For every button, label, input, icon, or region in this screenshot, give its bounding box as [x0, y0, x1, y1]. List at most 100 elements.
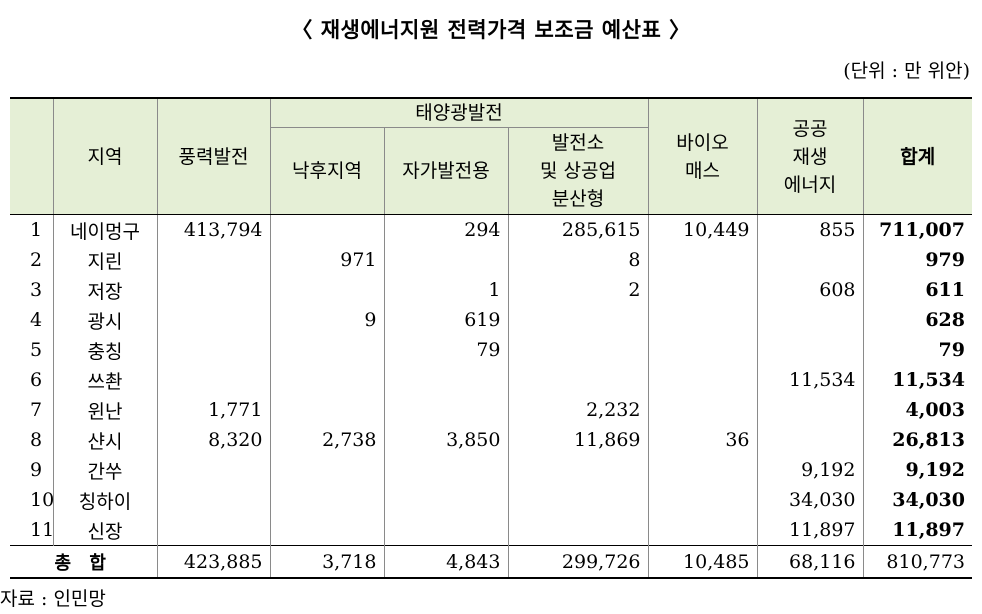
header-solar-self: 자가발전용 [383, 127, 509, 215]
row-region: 저장 [52, 275, 158, 305]
cell-solar-distributed [507, 485, 649, 515]
cell-wind: 413,794 [156, 214, 271, 245]
cell-solar-poor: 9 [269, 305, 385, 335]
cell-solar-poor [269, 515, 385, 546]
table-row: 6 쓰촨 11,534 11,534 [10, 365, 972, 395]
cell-public: 11,534 [756, 365, 864, 395]
row-number: 7 [10, 395, 54, 425]
table-row: 11 신장 11,897 11,897 [10, 515, 972, 546]
cell-solar-self [383, 515, 509, 546]
cell-solar-distributed: 8 [507, 245, 649, 275]
header-region: 지역 [52, 97, 158, 215]
cell-total: 34,030 [862, 485, 972, 515]
total-solar-poor: 3,718 [269, 545, 385, 579]
cell-solar-self [383, 455, 509, 485]
cell-public: 34,030 [756, 485, 864, 515]
grand-total: 810,773 [862, 545, 972, 579]
row-region: 네이멍구 [52, 214, 158, 245]
cell-solar-poor [269, 485, 385, 515]
cell-solar-poor [269, 455, 385, 485]
cell-total: 979 [862, 245, 972, 275]
cell-solar-poor [269, 335, 385, 365]
header-public-line2: 재생 [792, 145, 828, 168]
cell-public: 9,192 [756, 455, 864, 485]
header-public-renewable: 공공 재생 에너지 [756, 97, 864, 215]
cell-solar-distributed [507, 515, 649, 546]
cell-solar-poor: 2,738 [269, 425, 385, 455]
row-number: 4 [10, 305, 54, 335]
table-row: 8 샨시 8,320 2,738 3,850 11,869 36 26,813 [10, 425, 972, 455]
total-biomass: 10,485 [647, 545, 758, 579]
cell-total: 628 [862, 305, 972, 335]
cell-total: 26,813 [862, 425, 972, 455]
cell-wind [156, 515, 271, 546]
row-number: 10 [10, 485, 54, 515]
cell-solar-distributed [507, 305, 649, 335]
cell-wind: 8,320 [156, 425, 271, 455]
cell-public [756, 335, 864, 365]
header-total: 합계 [862, 97, 972, 215]
cell-biomass [647, 335, 758, 365]
cell-wind [156, 275, 271, 305]
header-dist-line3: 분산형 [551, 188, 605, 210]
source-note: 자료 : 인민망 [0, 588, 106, 610]
total-public: 68,116 [756, 545, 864, 579]
cell-solar-self [383, 485, 509, 515]
cell-solar-self: 294 [383, 214, 509, 245]
table-row: 9 간쑤 9,192 9,192 [10, 455, 972, 485]
row-number: 8 [10, 425, 54, 455]
cell-public [756, 425, 864, 455]
header-biomass-line1: 바이오 [676, 131, 729, 154]
cell-solar-distributed [507, 455, 649, 485]
row-region: 광시 [52, 305, 158, 335]
row-number: 6 [10, 365, 54, 395]
cell-wind [156, 485, 271, 515]
cell-public [756, 395, 864, 425]
cell-public: 855 [756, 214, 864, 245]
cell-public [756, 305, 864, 335]
header-dist-line2: 및 상공업 [540, 160, 616, 182]
total-wind: 423,885 [156, 545, 271, 579]
cell-biomass [647, 275, 758, 305]
cell-biomass [647, 395, 758, 425]
table-row: 10 칭하이 34,030 34,030 [10, 485, 972, 515]
row-region: 칭하이 [52, 485, 158, 515]
total-solar-distributed: 299,726 [507, 545, 649, 579]
row-number: 11 [10, 515, 54, 546]
cell-solar-distributed: 2,232 [507, 395, 649, 425]
totals-label: 총 합 [10, 545, 158, 579]
header-number [10, 97, 54, 215]
cell-biomass [647, 365, 758, 395]
cell-biomass: 36 [647, 425, 758, 455]
row-region: 윈난 [52, 395, 158, 425]
header-public-line1: 공공 [792, 117, 828, 140]
subsidy-budget-table: 지역 풍력발전 태양광발전 바이오 매스 공공 재생 에너지 합계 낙후지역 자… [10, 97, 972, 579]
cell-solar-self: 1 [383, 275, 509, 305]
cell-total: 11,534 [862, 365, 972, 395]
row-number: 1 [10, 214, 54, 245]
cell-public [756, 245, 864, 275]
cell-total: 11,897 [862, 515, 972, 546]
table-row: 4 광시 9 619 628 [10, 305, 972, 335]
cell-wind: 1,771 [156, 395, 271, 425]
row-region: 간쑤 [52, 455, 158, 485]
cell-wind [156, 245, 271, 275]
totals-row: 총 합 423,885 3,718 4,843 299,726 10,485 6… [10, 545, 972, 579]
row-number: 2 [10, 245, 54, 275]
cell-wind [156, 455, 271, 485]
row-region: 샨시 [52, 425, 158, 455]
header-solar-group: 태양광발전 [269, 97, 649, 128]
row-number: 5 [10, 335, 54, 365]
cell-solar-distributed [507, 335, 649, 365]
row-region: 지린 [52, 245, 158, 275]
row-number: 3 [10, 275, 54, 305]
cell-total: 611 [862, 275, 972, 305]
header-solar-distributed: 발전소 및 상공업 분산형 [507, 127, 649, 215]
cell-wind [156, 335, 271, 365]
cell-solar-poor [269, 275, 385, 305]
cell-biomass [647, 305, 758, 335]
header-wind: 풍력발전 [156, 97, 271, 215]
cell-solar-self [383, 365, 509, 395]
row-region: 쓰촨 [52, 365, 158, 395]
unit-label: (단위 : 만 위안) [843, 60, 970, 82]
